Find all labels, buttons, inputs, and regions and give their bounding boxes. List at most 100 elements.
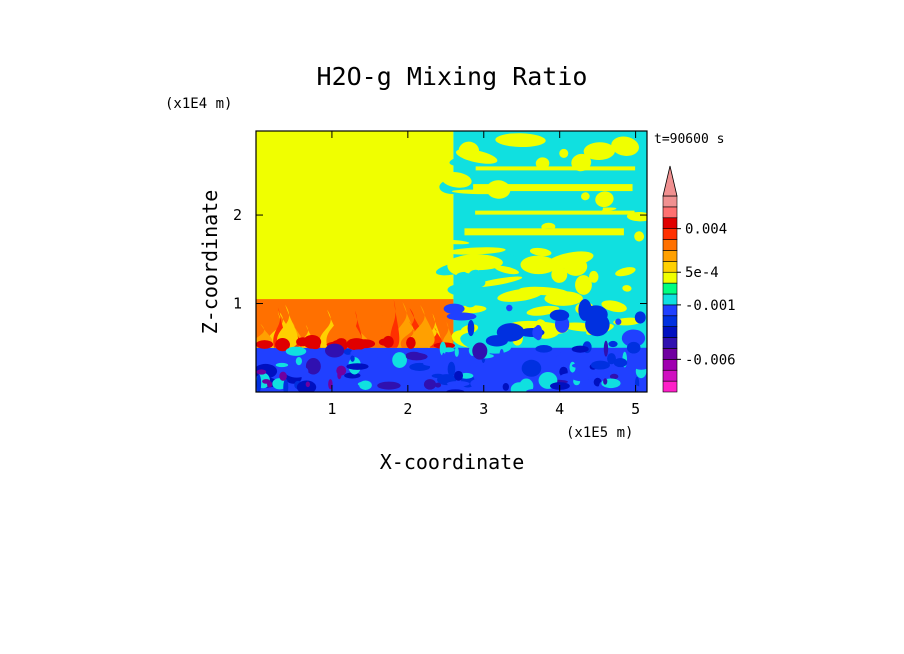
colorbar-segment: [662, 282, 678, 295]
colorbar-tick-label: -0.006: [685, 352, 736, 368]
field-patch: [331, 384, 342, 392]
field-patch: [451, 254, 503, 271]
colorbar-segment: [662, 217, 678, 229]
colorbar-tick-label: 0.004: [685, 222, 727, 238]
colorbar-segment: [662, 326, 678, 338]
colorbar-segment: [662, 271, 678, 284]
field-patch: [437, 239, 470, 245]
colorbar-segment: [662, 315, 678, 327]
x-tick-label: 3: [479, 400, 488, 418]
field-patch: [446, 389, 465, 392]
x-tick-label: 2: [403, 400, 412, 418]
field-patch: [295, 357, 303, 366]
field-patch: [485, 335, 508, 347]
chart-title: H2O-g Mixing Ratio: [317, 62, 588, 91]
x-tick-label: 5: [631, 400, 640, 418]
field-patch: [275, 338, 290, 352]
field-patch: [590, 360, 610, 370]
field-band: [464, 228, 624, 236]
field-patch: [272, 378, 287, 390]
field-patch: [283, 378, 289, 392]
field-patch: [350, 355, 355, 362]
colorbar-extend-arrow: [662, 165, 678, 197]
colorbar-segment: [662, 228, 678, 240]
field-patch: [601, 300, 627, 313]
colorbar-segment: [662, 195, 678, 208]
field-patch: [634, 311, 646, 324]
colorbar-segment: [662, 359, 678, 371]
field-patch: [343, 348, 353, 355]
field-patch: [455, 149, 498, 164]
field-patch: [443, 303, 465, 315]
field-patch: [532, 326, 542, 339]
x-tick-label: 1: [327, 400, 336, 418]
field-patch: [447, 361, 456, 377]
field-patch: [470, 378, 493, 389]
field-patch: [324, 343, 345, 358]
field-patch: [583, 142, 616, 161]
field-patch: [305, 381, 311, 388]
field-patch: [607, 353, 616, 365]
field-patch: [611, 136, 639, 156]
field-patch: [305, 358, 321, 375]
field-patch: [433, 348, 439, 353]
colorbar-tick-label: 5e-4: [685, 265, 719, 281]
x-axis-ticks: 1 2 3 4 5: [327, 131, 640, 418]
field-patch: [499, 348, 505, 362]
field-patch: [595, 191, 614, 208]
field-patch: [626, 341, 641, 354]
field-patch: [454, 347, 459, 357]
y-tick-label: 2: [233, 206, 242, 224]
field-plume: [411, 305, 435, 348]
field-patch: [621, 384, 640, 392]
colorbar-segment: [662, 369, 678, 382]
field-patch: [392, 352, 407, 368]
field-band: [475, 166, 636, 171]
field-patch: [571, 363, 588, 369]
field-patch: [573, 375, 589, 382]
field-patch: [581, 192, 590, 201]
field-plume: [276, 304, 299, 348]
field-patch: [583, 305, 608, 324]
field-patch: [551, 266, 568, 283]
colorbar-segment: [662, 206, 678, 219]
field-patch: [346, 338, 367, 351]
field-patch: [506, 304, 513, 312]
field-patch: [529, 247, 552, 257]
x-tick-label: 4: [555, 400, 564, 418]
field-patch: [267, 381, 273, 388]
field-patch: [621, 329, 646, 347]
field-patch: [634, 231, 645, 242]
field-patch: [468, 269, 482, 281]
field-patch: [275, 362, 289, 368]
field-patch: [335, 338, 347, 346]
field-patch: [494, 265, 519, 275]
field-patch: [563, 256, 588, 276]
field-patch: [535, 344, 553, 353]
colorbar-tick-label: -0.001: [685, 298, 736, 314]
field-patch: [434, 382, 442, 388]
field-patch: [472, 342, 488, 360]
field-patch: [571, 345, 589, 353]
field-patch: [502, 383, 510, 391]
field-patch: [447, 283, 482, 297]
colorbar-segment: [662, 380, 678, 393]
field-plume: [442, 321, 453, 348]
x-axis-label: X-coordinate: [380, 450, 525, 474]
field-patch: [608, 340, 618, 348]
y-axis-label: Z-coordinate: [198, 190, 222, 335]
field-patch: [535, 157, 550, 170]
field-patch: [512, 326, 525, 339]
field-band: [473, 184, 633, 192]
field-patch: [559, 148, 569, 158]
y-axis-ticks: 12: [233, 206, 647, 313]
field-patch: [442, 347, 455, 353]
field-patch: [359, 380, 372, 390]
field-plume: [390, 299, 400, 348]
field-patch: [431, 373, 445, 378]
field-patch: [615, 267, 636, 277]
time-label: t=90600 s: [654, 132, 724, 147]
field-patch: [446, 312, 477, 321]
field-patch: [631, 356, 647, 370]
field-patch: [575, 275, 592, 295]
